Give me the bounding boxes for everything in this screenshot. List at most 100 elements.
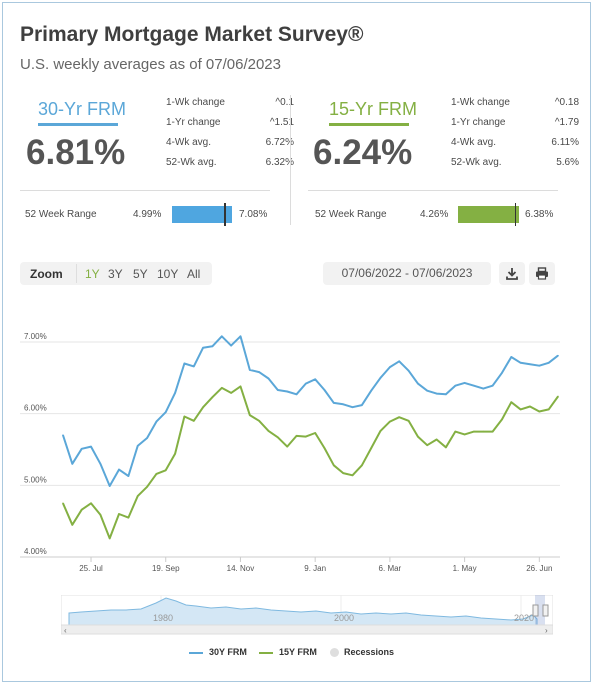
data-point — [90, 445, 92, 448]
data-point — [305, 435, 307, 438]
data-point — [99, 513, 102, 516]
divider-vertical — [290, 95, 291, 225]
stat-row: 1-Wk change ^0.18 — [451, 97, 579, 117]
data-point — [370, 447, 373, 449]
stat-row: 52-Wk avg. 6.32% — [166, 157, 294, 177]
data-point — [220, 335, 223, 338]
x-axis-labels: 25. Jul 19. Sep 14. Nov 9. Jan 6. Mar 1. May 2… — [79, 564, 552, 573]
data-point — [342, 472, 344, 474]
stat-value: 6.32% — [265, 157, 294, 168]
data-point — [183, 415, 186, 418]
data-point — [286, 445, 288, 448]
data-point — [211, 345, 214, 348]
legend-label: 30Y FRM — [209, 647, 247, 657]
data-point — [71, 463, 74, 465]
data-point — [501, 418, 503, 421]
data-point — [127, 516, 130, 519]
scroll-right-icon: › — [545, 626, 548, 635]
data-point — [445, 393, 447, 396]
download-button[interactable] — [499, 262, 525, 285]
data-point — [351, 474, 354, 477]
data-point — [323, 389, 326, 391]
data-point — [108, 485, 111, 487]
data-point — [146, 485, 148, 488]
range-label: 52 Week Range — [25, 209, 97, 220]
series-line — [62, 335, 559, 487]
data-point — [248, 414, 251, 416]
x-tick-label: 19. Sep — [152, 564, 180, 573]
data-point — [370, 389, 373, 392]
page-title: Primary Mortgage Market Survey® — [20, 23, 364, 46]
data-point — [426, 389, 429, 392]
stat-value: 5.6% — [556, 157, 579, 168]
stat-row: 4-Wk avg. 6.11% — [451, 137, 579, 157]
zoom-1y-button[interactable]: 1Y — [85, 267, 100, 281]
rate-stats: 1-Wk change ^0.18 1-Yr change ^1.79 4-Wk a… — [451, 97, 579, 177]
x-axis-ticks — [20, 556, 560, 562]
legend-label: Recessions — [344, 647, 395, 657]
zoom-all-button[interactable]: All — [187, 267, 201, 281]
data-point — [258, 371, 260, 373]
navigator-label: 2020 — [514, 613, 534, 623]
data-point — [62, 434, 64, 436]
range-15yr: 52 Week Range 4.26% 6.38% — [315, 203, 565, 226]
stat-row: 1-Yr change ^1.79 — [451, 117, 579, 137]
data-point — [155, 473, 158, 475]
data-point — [519, 361, 522, 364]
data-point — [538, 364, 541, 367]
data-point — [230, 392, 232, 394]
y-tick-label: 4.00% — [24, 547, 47, 556]
zoom-10y-button[interactable]: 10Y — [157, 267, 179, 281]
data-point — [220, 387, 223, 389]
stat-row: 1-Wk change ^0.1 — [166, 97, 294, 117]
data-point — [202, 406, 204, 409]
data-point — [389, 420, 391, 423]
range-marker — [224, 203, 226, 226]
data-point — [258, 420, 260, 422]
data-point — [230, 344, 232, 347]
data-point — [510, 401, 513, 403]
data-point — [547, 408, 550, 411]
date-range-button[interactable]: 07/06/2022 - 07/06/2023 — [323, 262, 491, 285]
rate-chart: 4.00% 5.00% 6.00% 7.00% 25. Jul 19. Sep 14. N… — [20, 332, 560, 573]
data-point — [267, 430, 270, 432]
data-point — [118, 513, 120, 515]
data-point — [473, 384, 475, 387]
data-point — [155, 420, 158, 423]
rate-panel-30yr: 30-Yr FRM 6.81% 1-Wk change ^0.1 1-Yr cha… — [26, 95, 294, 185]
stat-value: ^1.51 — [269, 117, 294, 128]
data-point — [71, 523, 74, 526]
stat-label: 1-Yr change — [451, 117, 506, 128]
chart-series — [62, 335, 559, 540]
data-point — [146, 437, 148, 439]
data-point — [454, 384, 457, 387]
rate-name: 30-Yr FRM — [38, 99, 127, 119]
zoom-3y-button[interactable]: 3Y — [108, 267, 123, 281]
data-point — [557, 354, 559, 357]
data-point — [136, 445, 139, 447]
zoom-5y-button[interactable]: 5Y — [133, 267, 148, 281]
data-point — [361, 464, 363, 467]
legend-label: 15Y FRM — [279, 647, 317, 657]
data-point — [136, 495, 139, 497]
data-point — [323, 447, 326, 449]
divider — [20, 190, 270, 191]
data-point — [379, 377, 382, 379]
data-point — [407, 420, 410, 422]
data-point — [435, 438, 438, 441]
data-point — [417, 382, 419, 385]
data-point — [295, 393, 298, 396]
navigator-scrollbar — [61, 624, 553, 635]
navigator-panel[interactable]: 1980 2000 2020 ‹ › — [61, 595, 553, 635]
x-tick-label: 14. Nov — [227, 564, 255, 573]
x-tick-label: 1. May — [453, 564, 477, 573]
rate-value: 6.81% — [26, 133, 126, 172]
print-button[interactable] — [529, 262, 555, 285]
rate-underline — [329, 123, 409, 126]
data-point — [454, 430, 457, 433]
range-bar — [172, 206, 232, 223]
data-point — [174, 453, 176, 455]
range-30yr: 52 Week Range 4.99% 7.08% — [25, 203, 275, 226]
data-point — [305, 382, 307, 385]
